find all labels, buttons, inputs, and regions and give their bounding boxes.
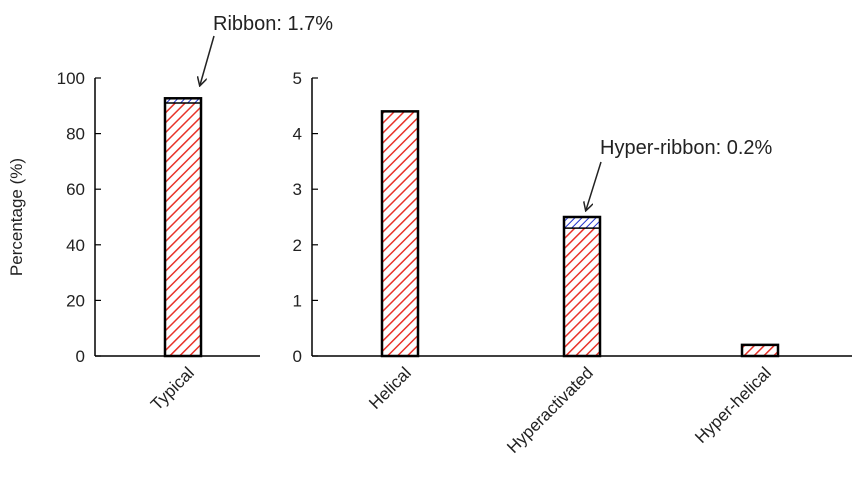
y-tick-label: 20 (66, 291, 85, 310)
bar-segment-red (165, 103, 201, 357)
category-label: Hyper-helical (691, 363, 775, 447)
y-tick-label: 100 (57, 69, 85, 88)
bar-segment-red (742, 344, 778, 356)
y-tick-label: 2 (293, 236, 302, 255)
annotation-arrow (200, 35, 215, 85)
y-tick-label: 0 (293, 347, 302, 366)
y-tick-label: 1 (293, 291, 302, 310)
bar-segment-blue (564, 217, 600, 229)
y-tick-label: 60 (66, 180, 85, 199)
y-axis-label: Percentage (%) (7, 158, 26, 276)
annotation-label: Hyper-ribbon: 0.2% (600, 137, 773, 159)
bar-outline (163, 97, 203, 358)
annotation-arrow (586, 161, 602, 210)
category-label: Typical (147, 363, 198, 414)
y-tick-label: 40 (66, 236, 85, 255)
bar-outline (380, 110, 420, 358)
y-tick-label: 4 (293, 125, 302, 144)
bar-outline (562, 215, 602, 358)
bar-segment-blue (165, 98, 201, 104)
annotation-label: Ribbon: 1.7% (213, 13, 333, 35)
y-tick-label: 3 (293, 180, 302, 199)
bar-outline (740, 343, 780, 358)
y-tick-label: 5 (293, 69, 302, 88)
y-tick-label: 80 (66, 125, 85, 144)
category-label: Hyperactivated (503, 363, 597, 457)
bar-segment-red (382, 111, 418, 356)
bar-segment-red (564, 228, 600, 356)
y-tick-label: 0 (76, 347, 85, 366)
category-label: Helical (365, 363, 415, 413)
